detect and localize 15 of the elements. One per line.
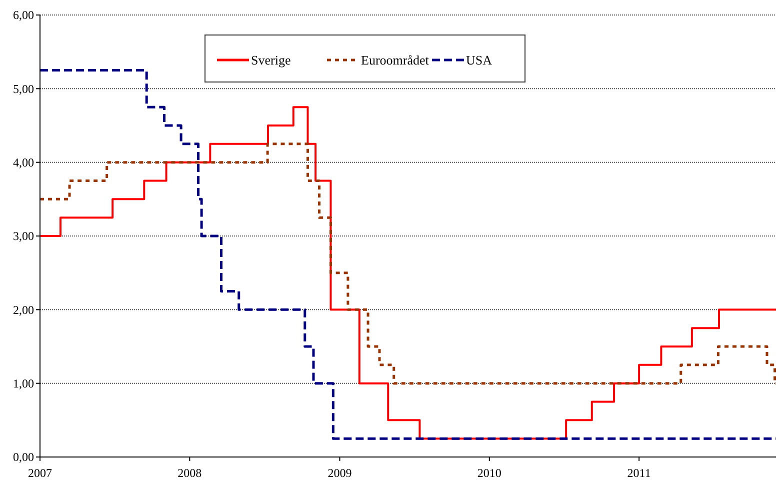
y-tick-label: 2,00 — [13, 302, 34, 317]
legend-label: USA — [466, 52, 493, 68]
y-tick-label: 6,00 — [13, 8, 34, 22]
x-tick-label: 2009 — [328, 466, 352, 480]
x-tick-label: 2007 — [28, 466, 52, 480]
legend-label: Euroområdet — [361, 52, 430, 68]
y-tick-label: 3,00 — [13, 229, 34, 244]
x-tick-label: 2008 — [178, 466, 202, 480]
y-tick-label: 1,00 — [13, 376, 34, 391]
x-tick-label: 2011 — [627, 466, 651, 480]
y-tick-label: 4,00 — [13, 156, 34, 170]
y-tick-label: 0,00 — [13, 450, 34, 464]
legend-label: Sverige — [251, 52, 291, 68]
y-tick-label: 5,00 — [13, 82, 34, 96]
x-tick-label: 2010 — [477, 466, 502, 480]
